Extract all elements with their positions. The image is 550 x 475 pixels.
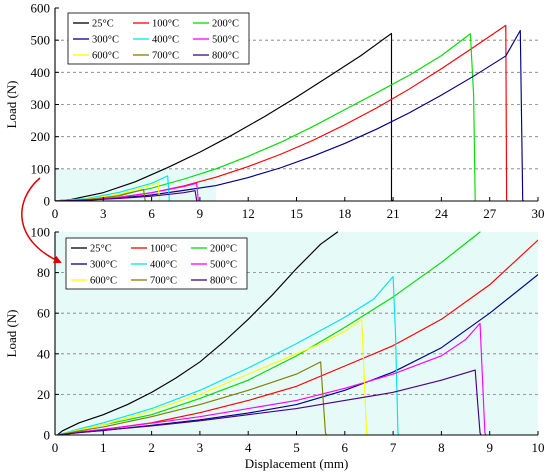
x-tick-label: 0 [52,440,59,455]
y-tick-label: 400 [31,65,51,80]
x-tick-label: 21 [387,206,400,221]
x-tick-label: 9 [486,440,493,455]
legend-label: 200°C [212,19,239,30]
series-line-600c [56,318,369,435]
series-line-800c [56,369,482,435]
legend-box [67,12,250,65]
x-tick-label: 8 [438,440,445,455]
y-axis-title: Load (N) [4,80,19,128]
legend-label: 300°C [92,35,119,46]
legend-label: 25°C [90,244,112,255]
x-tick-label: 6 [148,206,155,221]
x-tick-label: 5 [293,440,300,455]
legend-label: 800°C [212,51,239,62]
x-axis-title: Displacement (mm) [245,456,349,471]
y-tick-label: 20 [37,387,50,402]
y-tick-label: 80 [37,265,50,280]
legend-box [65,237,248,290]
series-line-800c [55,190,198,201]
series-line-25c [55,32,394,201]
legend-label: 400°C [150,260,177,271]
zoom-arrow [21,177,62,264]
y-tick-label: 300 [31,97,51,112]
y-tick-label: 40 [37,346,50,361]
legend-label: 600°C [92,51,119,62]
y-tick-label: 0 [44,428,51,443]
y-tick-label: 500 [31,33,51,48]
legend-label: 700°C [150,276,177,287]
legend-label: 800°C [210,276,237,287]
x-tick-label: 7 [390,440,397,455]
top-chart: 0 3 6 9 12 15 18 21 24 27 300100200300400500600Loa… [4,1,545,222]
x-tick-label: 3 [100,206,107,221]
legend-label: 400°C [152,35,179,46]
series-line-500c [56,322,487,435]
x-tick-label: 4 [245,440,252,455]
y-tick-label: 100 [31,161,51,176]
x-tick-label: 1 [100,440,107,455]
series-line-400c [55,175,171,201]
x-tick-label: 18 [338,206,351,221]
legend-label: 100°C [152,19,179,30]
y-tick-label: 200 [31,129,51,144]
x-tick-label: 12 [242,206,255,221]
x-tick-label: 0 [52,206,59,221]
x-tick-label: 10 [532,440,545,455]
series-group [55,24,525,201]
x-tick-label: 3 [197,440,204,455]
x-tick-label: 6 [342,440,349,455]
y-tick-label: 100 [31,225,51,240]
series-line-300c [55,29,525,201]
legend: 25°C 100°C 200°C 300°C 400°C 500°C 600°C 700°C 8… [65,237,248,290]
y-tick-label: 0 [44,194,51,209]
series-line-700c [56,361,328,435]
x-tick-label: 9 [197,206,204,221]
legend-label: 25°C [92,19,114,30]
series-line-400c [56,276,400,435]
x-tick-label: 15 [290,206,303,221]
y-tick-label: 600 [31,1,51,16]
legend-label: 700°C [152,51,179,62]
series-group [56,231,538,435]
series-line-25c [56,231,339,435]
y-tick-label: 60 [37,306,50,321]
x-tick-label: 27 [483,206,497,221]
x-tick-label: 30 [532,206,545,221]
legend-label: 500°C [210,260,237,271]
y-axis-title: Load (N) [4,309,19,357]
x-tick-label: 2 [148,440,155,455]
legend-label: 500°C [212,35,239,46]
legend-label: 600°C [90,276,117,287]
legend-label: 100°C [150,244,177,255]
legend: 25°C 100°C 200°C 300°C 400°C 500°C 600°C 700°C 8… [67,12,250,65]
legend-label: 300°C [90,260,117,271]
x-tick-label: 24 [435,206,449,221]
legend-label: 200°C [210,244,237,255]
